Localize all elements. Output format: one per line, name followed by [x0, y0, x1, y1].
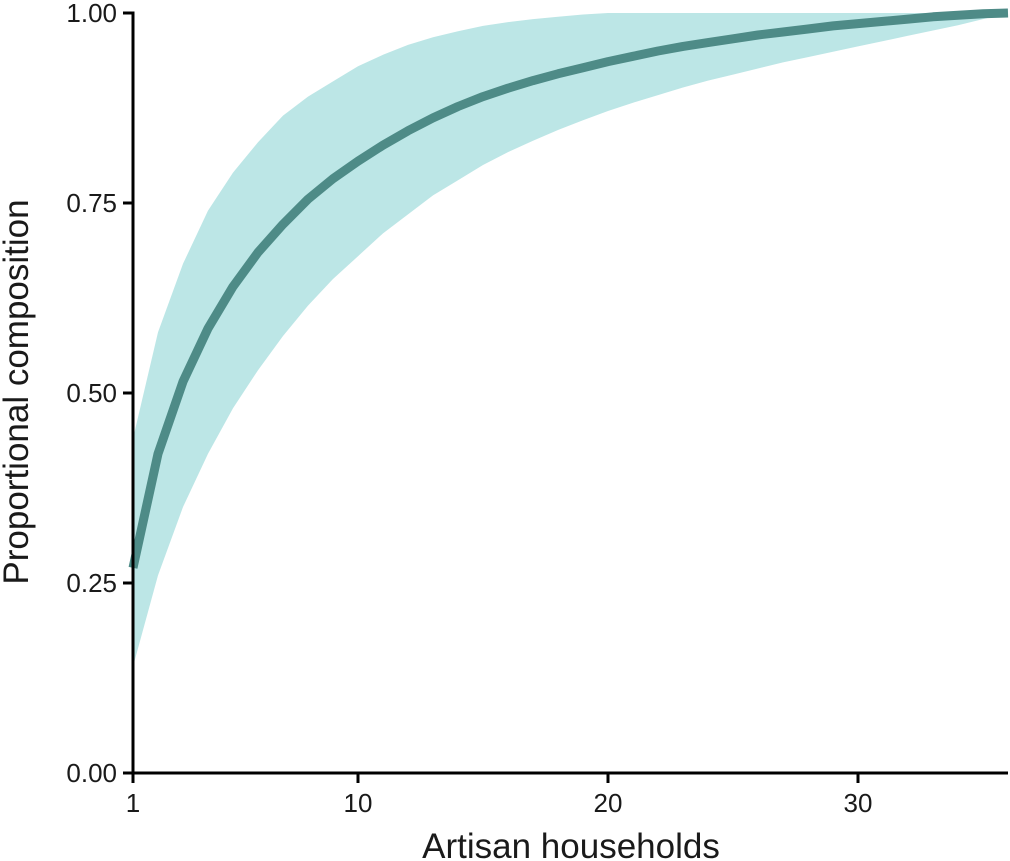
confidence-band	[133, 13, 1008, 667]
y-tick-label: 0.00	[66, 758, 117, 788]
x-axis-title: Artisan households	[422, 827, 720, 861]
x-tick-label: 1	[126, 788, 140, 818]
x-tick-label: 10	[344, 788, 373, 818]
y-axis: 0.00 0.25 0.50 0.75 1.00	[66, 0, 135, 788]
y-tick-label: 0.50	[66, 378, 117, 408]
mean-line	[128, 8, 1009, 569]
y-tick-label: 0.25	[66, 568, 117, 598]
y-tick-label: 1.00	[66, 0, 117, 28]
x-axis: 1 10 20 30	[126, 771, 1008, 818]
plot-area	[128, 8, 1009, 667]
y-tick-label: 0.75	[66, 188, 117, 218]
x-tick-label: 30	[844, 788, 873, 818]
y-axis-title: Proportional composition	[0, 199, 36, 584]
x-tick-label: 20	[594, 788, 623, 818]
